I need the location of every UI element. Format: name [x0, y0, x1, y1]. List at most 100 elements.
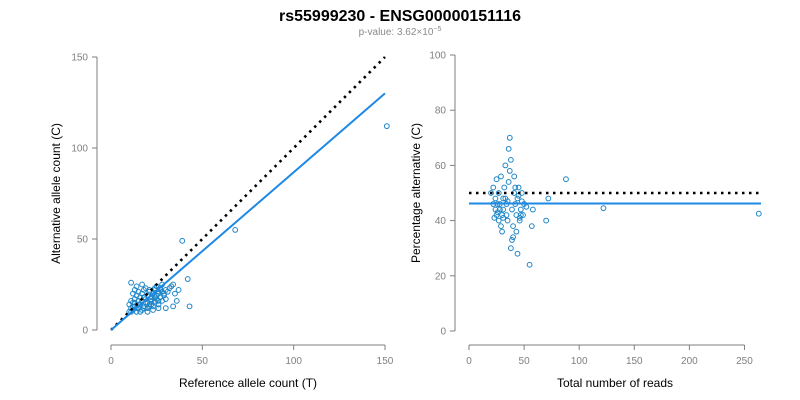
data-point: [517, 206, 524, 213]
data-point: [493, 176, 500, 183]
x-tick-label: 50: [519, 356, 531, 367]
y-tick-label: 100: [71, 144, 88, 155]
y-tick-label: 50: [77, 235, 89, 246]
data-point: [520, 212, 526, 218]
y-tick-label: 0: [440, 327, 446, 338]
data-point: [495, 217, 502, 224]
data-point: [510, 234, 516, 241]
y-tick-label: 100: [429, 51, 446, 62]
data-point: [494, 209, 501, 216]
x-tick-label: 0: [466, 356, 472, 367]
data-point: [128, 279, 134, 286]
x-tick-label: 100: [285, 356, 302, 367]
data-point: [184, 276, 191, 282]
data-point: [512, 184, 519, 191]
data-point: [515, 184, 522, 191]
data-point: [155, 297, 162, 304]
data-point: [600, 205, 607, 212]
data-point: [135, 297, 142, 304]
data-point: [173, 297, 180, 304]
x-tick-label: 50: [197, 356, 209, 367]
data-point: [137, 308, 144, 315]
data-point: [530, 206, 536, 213]
data-point: [146, 303, 153, 310]
figure-subtitle: p-value: 3.62×10−5: [359, 26, 442, 38]
data-point: [506, 168, 513, 174]
data-point: [186, 303, 193, 310]
allele-count-scatter: 0 50 100 150 0 50 100 150 Reference allele count…: [49, 53, 394, 391]
data-point: [501, 184, 508, 191]
data-point: [516, 217, 523, 224]
data-point: [490, 184, 497, 191]
data-point: [545, 195, 552, 202]
data-point: [514, 250, 521, 257]
data-point: [140, 294, 147, 301]
y-tick-label: 80: [435, 106, 447, 117]
data-point: [488, 190, 494, 196]
data-point: [150, 307, 156, 313]
data-point: [507, 156, 514, 163]
data-point: [151, 294, 158, 301]
data-point: [491, 214, 498, 221]
y-axis-title: Alternative allele count (C): [49, 123, 63, 264]
data-point: [514, 195, 521, 202]
data-point: [499, 228, 505, 235]
data-point: [133, 283, 140, 290]
data-point: [500, 206, 507, 213]
y-tick-label: 0: [82, 326, 88, 337]
x-axis-title: Reference allele count (T): [179, 376, 317, 390]
x-tick-label: 0: [108, 356, 114, 367]
y-tick-label: 150: [71, 53, 88, 64]
data-point: [502, 162, 509, 169]
data-point: [509, 237, 515, 243]
data-point: [151, 285, 158, 292]
x-tick-label: 150: [626, 356, 643, 367]
data-point: [140, 287, 147, 293]
data-point: [172, 290, 178, 297]
data-point: [517, 212, 524, 218]
data-point: [232, 227, 239, 233]
data-point: [510, 223, 516, 230]
data-point: [151, 297, 158, 304]
percentage-alternative-scatter: 0 50 100 150 200 250 0 20 40 60 80 100 Total number …: [409, 51, 762, 390]
data-point: [543, 217, 550, 224]
data-point: [175, 287, 182, 293]
data-point: [755, 210, 762, 217]
p-value-text: p-value: 3.62×10: [359, 27, 434, 38]
data-point: [503, 212, 510, 218]
data-point: [170, 303, 177, 310]
data-point: [498, 173, 504, 180]
x-tick-label: 150: [377, 356, 394, 367]
data-point: [492, 195, 499, 202]
data-point: [504, 217, 511, 224]
p-value-exponent: −5: [433, 26, 441, 33]
data-point: [155, 301, 162, 308]
data-point: [498, 223, 504, 230]
data-point: [168, 283, 175, 290]
reference-line: [110, 56, 386, 331]
y-tick-label: 60: [435, 161, 447, 172]
data-point: [495, 190, 502, 196]
data-point: [166, 285, 173, 292]
data-point: [516, 214, 523, 221]
data-point: [500, 214, 507, 221]
data-point: [509, 206, 515, 213]
data-point: [144, 308, 151, 315]
data-point: [139, 281, 145, 288]
data-point: [179, 237, 186, 244]
data-point: [526, 261, 533, 268]
data-point: [162, 305, 169, 312]
x-tick-label: 100: [571, 356, 588, 367]
data-point: [505, 145, 512, 152]
data-point: [155, 305, 162, 312]
y-tick-label: 20: [435, 271, 447, 282]
data-point: [500, 195, 507, 202]
x-tick-label: 200: [681, 356, 698, 367]
data-point: [563, 176, 569, 183]
data-point: [505, 179, 512, 185]
data-point: [513, 228, 520, 235]
fit-line: [110, 92, 386, 331]
data-point: [170, 281, 177, 288]
figure-title: rs55999230 - ENSG00000151116: [279, 8, 521, 25]
